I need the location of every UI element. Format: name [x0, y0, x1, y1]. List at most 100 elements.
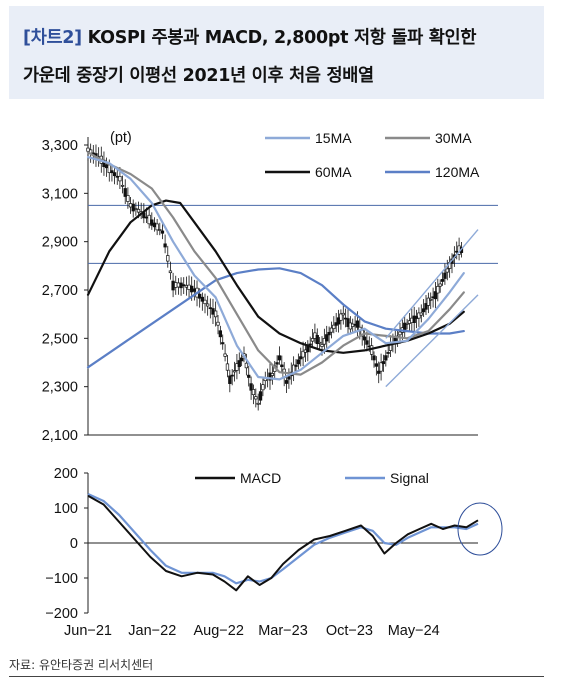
candle-body	[200, 296, 204, 302]
candle-body	[123, 188, 127, 197]
candle-body	[346, 318, 350, 327]
candle-body	[136, 208, 141, 213]
candle-body	[120, 184, 125, 187]
candle-body	[184, 285, 189, 288]
macd-y-tick-label: 0	[70, 536, 78, 552]
candle-body	[308, 343, 312, 346]
candle-body	[144, 216, 149, 219]
candle-body	[174, 282, 178, 288]
x-tick-label: Aug−22	[194, 623, 244, 639]
candle-body	[237, 360, 241, 367]
candle-body	[398, 331, 402, 336]
candle-body	[258, 391, 263, 401]
price-y-tick-label: 2,700	[42, 283, 78, 299]
candle-body	[131, 203, 135, 212]
candle-body	[280, 364, 284, 368]
candle-body	[176, 282, 181, 288]
candle-body	[320, 344, 324, 347]
candle-body	[247, 374, 251, 378]
candle-body	[296, 359, 301, 365]
candle-body	[134, 208, 138, 210]
x-tick-label: Jun−21	[64, 623, 112, 639]
candle-body	[443, 272, 447, 279]
candle-body	[166, 255, 170, 262]
candle-body	[107, 164, 111, 174]
candle-body	[377, 370, 381, 374]
ma30-line	[86, 151, 465, 376]
candle-body	[429, 298, 433, 301]
legend-label-ma30: 30MA	[435, 130, 472, 146]
candle-body	[208, 307, 212, 310]
ma120-line	[86, 267, 465, 369]
candle-body	[275, 362, 279, 365]
x-tick-label: Mar−23	[258, 623, 308, 639]
candle-body	[249, 383, 253, 391]
legend-label-ma120: 120MA	[435, 164, 480, 180]
candle-body	[112, 172, 117, 177]
candle-body	[235, 363, 239, 371]
chart-canvas: 3,300 3,100 2,900 2,700 2,500 2,300 2,100 (pt) 1…	[42, 130, 503, 639]
macd-y-tick-label: 100	[54, 501, 78, 517]
candle-body	[206, 303, 210, 307]
candle-body	[150, 219, 154, 226]
price-y-tick-label: 2,300	[42, 380, 78, 396]
candle-body	[424, 303, 428, 310]
macd-y-tick-label: 200	[54, 466, 78, 482]
candle-body	[115, 175, 119, 178]
trend-channel-line	[385, 229, 479, 339]
price-y-tick-label: 2,900	[42, 235, 78, 251]
legend-label-ma60: 60MA	[315, 164, 352, 180]
candle-body	[128, 203, 133, 208]
candle-body	[110, 170, 114, 174]
candle-body	[332, 324, 336, 329]
candle-body	[325, 334, 329, 342]
candle-body	[355, 320, 360, 328]
divider	[9, 676, 544, 677]
price-panel: 3,300 3,100 2,900 2,700 2,500 2,300 2,100 (pt) 1…	[42, 130, 498, 444]
x-tick-label: Jan−22	[128, 623, 176, 639]
candle-body	[155, 223, 159, 231]
candle-body	[327, 331, 331, 336]
macd-line	[87, 494, 479, 592]
candle-body	[436, 286, 440, 294]
candle-body	[438, 283, 442, 287]
candle-body	[211, 308, 215, 315]
chart-title-text-1: KOSPI 주봉과 MACD, 2,800pt 저항 돌파 확인한	[87, 28, 477, 48]
candle-body	[426, 297, 431, 306]
candle-body	[216, 321, 220, 326]
candle-body	[372, 355, 376, 361]
candle-body	[192, 288, 197, 292]
candle-body	[277, 355, 282, 361]
price-y-tick-label: 2,500	[42, 331, 78, 347]
candle-body	[341, 312, 345, 316]
price-unit-label: (pt)	[110, 130, 132, 146]
candle-body	[179, 282, 183, 289]
candle-body	[261, 384, 265, 391]
candle-body	[310, 338, 315, 342]
candle-body	[254, 396, 258, 400]
candle-body	[152, 222, 157, 228]
candle-body	[163, 243, 167, 248]
chart-tag: [차트2]	[23, 28, 82, 48]
candle-body	[239, 357, 244, 362]
price-y-tick-label: 3,100	[42, 186, 78, 202]
candle-body	[158, 229, 162, 231]
source-note: 자료: 유안타증권 리서치센터	[9, 658, 154, 672]
price-y-tick-label: 3,300	[42, 138, 78, 154]
chart-title-line1: [차트2] KOSPI 주봉과 MACD, 2,800pt 저항 돌파 확인한	[23, 24, 476, 49]
candle-body	[365, 340, 369, 345]
candle-body	[412, 315, 416, 323]
ma15-line	[86, 156, 465, 381]
candle-body	[287, 376, 291, 380]
candle-body	[190, 285, 194, 293]
candle-body	[339, 313, 343, 321]
candle-body	[187, 284, 191, 290]
candle-body	[315, 334, 319, 345]
candle-body	[386, 352, 390, 354]
candle-body	[221, 342, 225, 345]
candle-body	[374, 363, 379, 367]
candle-body	[268, 372, 272, 381]
candle-body	[104, 164, 109, 169]
candle-body	[86, 147, 90, 152]
candle-body	[218, 330, 223, 338]
